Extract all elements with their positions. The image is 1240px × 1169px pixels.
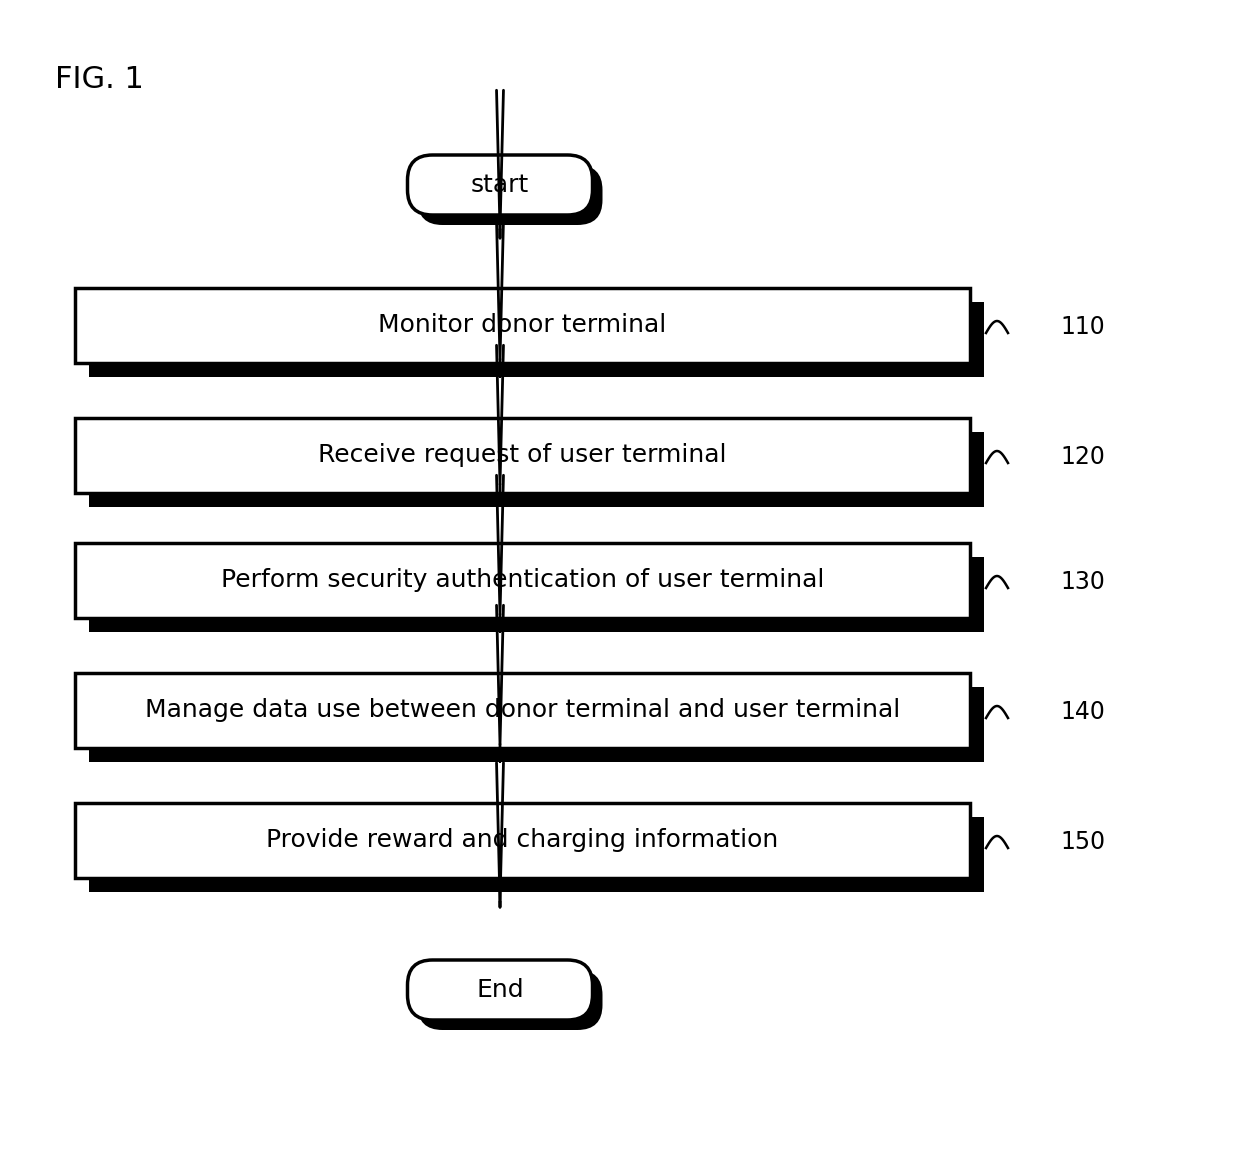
Text: Perform security authentication of user terminal: Perform security authentication of user … (221, 568, 825, 592)
Text: FIG. 1: FIG. 1 (55, 65, 144, 94)
Bar (89, 431, 985, 506)
Text: 110: 110 (1060, 314, 1105, 339)
Text: Receive request of user terminal: Receive request of user terminal (319, 443, 727, 466)
FancyBboxPatch shape (418, 970, 603, 1030)
Bar (74, 288, 970, 362)
Bar (74, 672, 970, 747)
Text: start: start (471, 173, 529, 198)
FancyBboxPatch shape (408, 155, 593, 215)
FancyBboxPatch shape (408, 960, 593, 1021)
Text: 140: 140 (1060, 700, 1105, 724)
Text: 120: 120 (1060, 445, 1105, 469)
Text: Manage data use between donor terminal and user terminal: Manage data use between donor terminal a… (145, 698, 900, 722)
Bar (89, 302, 985, 376)
Text: 150: 150 (1060, 830, 1105, 855)
Text: 130: 130 (1060, 570, 1105, 594)
FancyBboxPatch shape (418, 165, 603, 224)
Bar (74, 417, 970, 492)
Bar (74, 802, 970, 878)
Bar (89, 556, 985, 631)
Bar (89, 816, 985, 892)
Bar (74, 542, 970, 617)
Bar (89, 686, 985, 761)
Text: Provide reward and charging information: Provide reward and charging information (267, 828, 779, 852)
Text: Monitor donor terminal: Monitor donor terminal (378, 313, 667, 337)
Text: End: End (476, 978, 523, 1002)
